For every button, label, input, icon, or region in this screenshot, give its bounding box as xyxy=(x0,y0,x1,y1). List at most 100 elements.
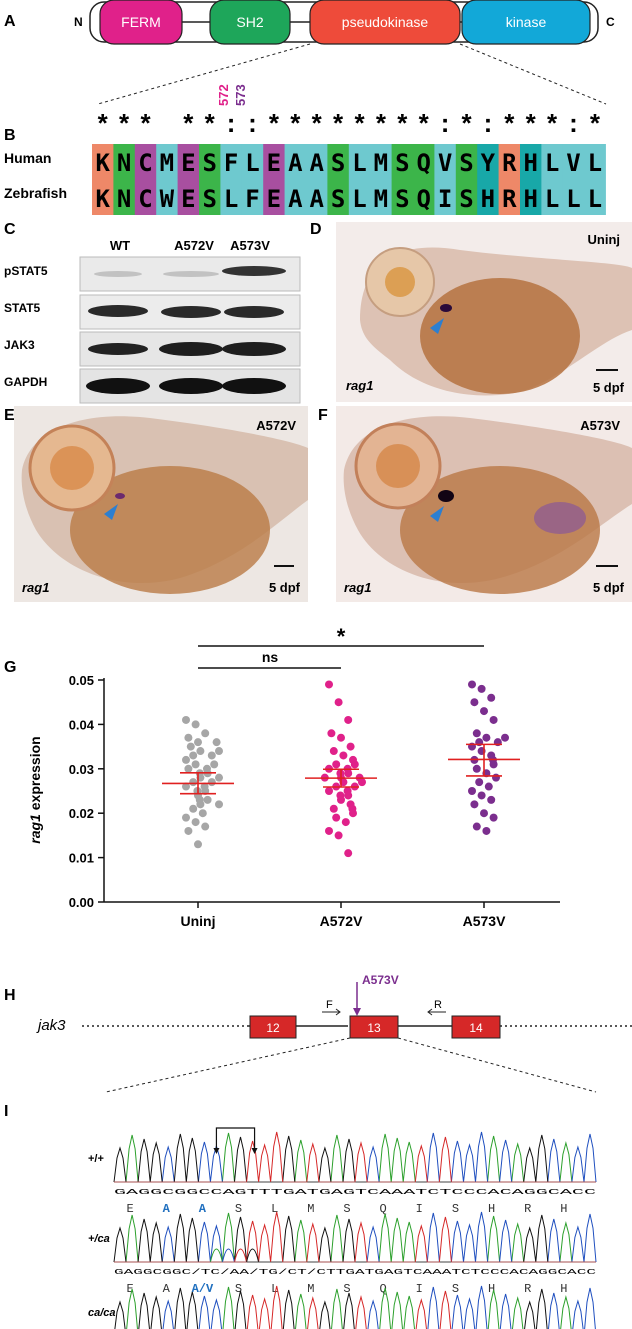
human-residue: F xyxy=(224,149,238,177)
trace-g xyxy=(113,1213,596,1263)
panel-f: F A573V rag1 5 dpf xyxy=(318,406,632,602)
exon-12 xyxy=(249,1015,297,1039)
data-point xyxy=(341,818,350,827)
data-point xyxy=(472,764,481,773)
row-pstat5: pSTAT5 xyxy=(4,264,48,278)
zoom-line-right xyxy=(459,43,607,105)
residue-column xyxy=(520,144,542,215)
data-point xyxy=(344,769,353,778)
data-point xyxy=(358,778,366,787)
zebrafish-residue: K xyxy=(95,185,110,213)
genotype-label: ca/ca xyxy=(88,1307,116,1319)
amino-acid: R xyxy=(524,1282,531,1296)
panel-letter-c: C xyxy=(4,221,16,238)
data-point xyxy=(182,813,190,822)
pseudokinase-label: pseudokinase xyxy=(342,14,429,30)
zebrafish-residue: E xyxy=(267,185,281,213)
zebrafish-label: Zebrafish xyxy=(4,185,67,201)
panel-letter-h: H xyxy=(4,987,16,1004)
exon-14-label: 14 xyxy=(469,1021,483,1035)
residue-column xyxy=(92,144,114,215)
probe-label-f: rag1 xyxy=(344,580,371,595)
mutation-arrow-head-icon xyxy=(353,1008,361,1016)
position-573: 573 xyxy=(233,84,248,106)
data-point xyxy=(484,782,493,791)
panel-e: E A572V rag1 5 dpf xyxy=(4,406,309,602)
data-point xyxy=(201,822,210,831)
primer-r-label: R xyxy=(434,999,442,1011)
amino-acid: I xyxy=(416,1282,423,1296)
x-tick-label: A572V xyxy=(320,913,363,929)
residue-column xyxy=(263,144,285,215)
data-point xyxy=(191,720,200,729)
human-residue: N xyxy=(117,149,131,177)
residue-column xyxy=(455,144,478,215)
amino-acid: E xyxy=(126,1282,133,1296)
conservation-mark: * xyxy=(547,108,558,138)
data-point xyxy=(489,715,498,724)
y-tick-label: 0.05 xyxy=(69,673,94,688)
human-residue: A xyxy=(309,149,324,177)
data-point xyxy=(329,804,338,813)
conservation-mark: : xyxy=(227,108,236,138)
data-point xyxy=(191,818,200,827)
amino-acid: S xyxy=(343,1202,350,1216)
y-axis-label: rag1 expression xyxy=(27,736,43,843)
human-residue: Q xyxy=(416,149,430,177)
band xyxy=(88,305,148,317)
amino-acid: M xyxy=(307,1282,314,1296)
data-point xyxy=(210,760,219,769)
zoom-line-left xyxy=(97,43,311,105)
human-residue: E xyxy=(181,149,195,177)
conservation-mark: * xyxy=(419,108,430,138)
y-axis-label-rest: expression xyxy=(27,736,43,810)
panel-letter-d: D xyxy=(310,221,322,238)
sh2-domain xyxy=(209,0,291,45)
purple-stain xyxy=(534,502,586,534)
mixed-peak xyxy=(209,1248,223,1263)
zebrafish-residue: L xyxy=(588,185,602,213)
human-residue: Y xyxy=(481,149,496,177)
residue-column xyxy=(220,144,243,215)
human-residue: S xyxy=(202,149,216,177)
zebrafish-residue: A xyxy=(288,185,303,213)
data-point xyxy=(215,747,223,756)
residue-column xyxy=(306,144,328,215)
error-bars xyxy=(162,743,520,795)
residue-column xyxy=(199,144,221,215)
human-residue: A xyxy=(288,149,303,177)
conservation-markers: * * * * *:: * * * * * * * *: *: * * *: * xyxy=(98,108,601,138)
zebrafish-residue: H xyxy=(523,185,537,213)
data-point xyxy=(332,813,341,822)
data-point xyxy=(215,800,223,809)
sig-label-ns: ns xyxy=(262,649,279,665)
trace-c xyxy=(114,1211,597,1263)
condition-label-e: A572V xyxy=(256,418,296,433)
primer-r-arrowhead-icon xyxy=(427,1008,433,1016)
data-point xyxy=(468,680,476,689)
y-tick-label: 0.02 xyxy=(69,806,94,821)
amino-acid: Q xyxy=(380,1202,387,1216)
trace-g xyxy=(114,1287,548,1329)
y-tick-label: 0.01 xyxy=(69,851,94,866)
data-points xyxy=(182,680,509,858)
trace-a xyxy=(114,1212,596,1263)
zebrafish-residue: M xyxy=(374,185,388,213)
pseudokinase-domain xyxy=(309,0,461,45)
data-point xyxy=(480,707,488,716)
human-residue: S xyxy=(459,149,473,177)
zebrafish-residue: S xyxy=(395,185,409,213)
band xyxy=(159,378,223,394)
data-point xyxy=(475,778,484,787)
residue-column xyxy=(541,144,564,215)
residue-column xyxy=(584,144,606,215)
conservation-mark: * xyxy=(312,108,323,138)
y-tick-label: 0.04 xyxy=(69,717,95,732)
data-point xyxy=(191,760,200,769)
data-point xyxy=(349,809,357,818)
lane-a573v: A573V xyxy=(230,238,270,253)
human-residue: S xyxy=(395,149,409,177)
panel-d: D Uninj rag1 5 dpf xyxy=(310,221,632,402)
data-point xyxy=(344,715,353,724)
